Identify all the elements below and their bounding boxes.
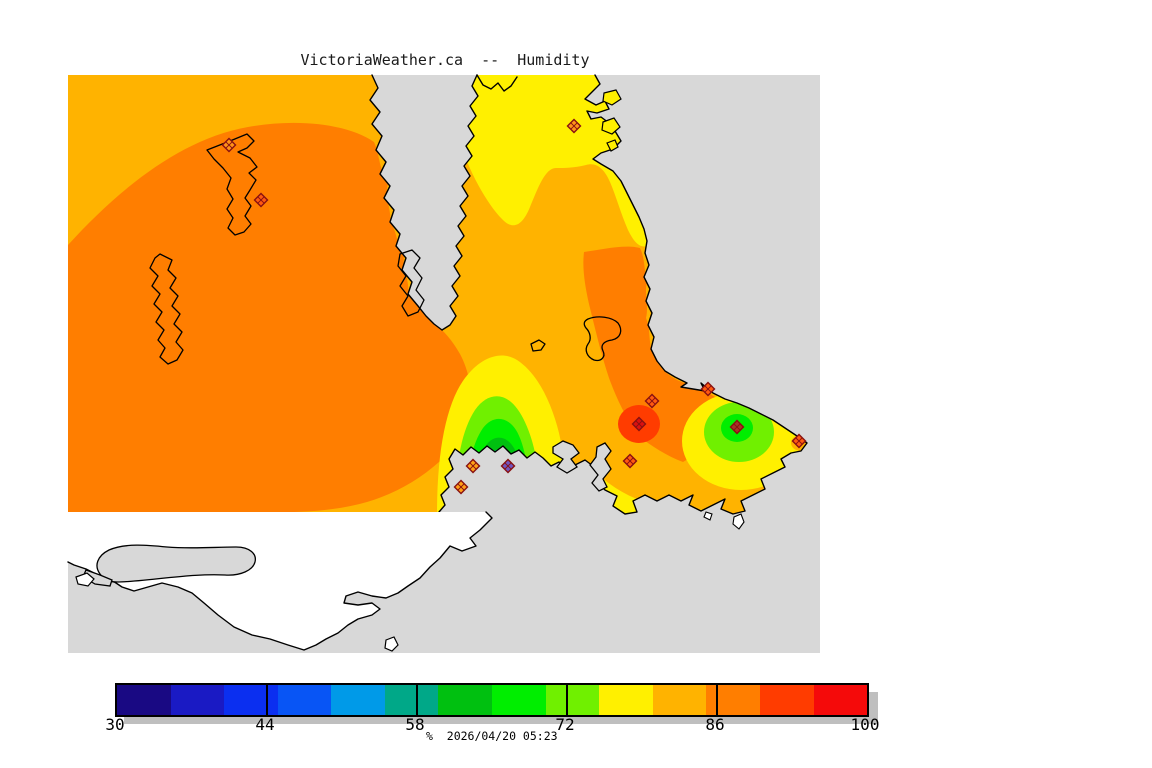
colorbar-segment-95-100 xyxy=(813,685,868,715)
islet-sidney-1 xyxy=(602,89,622,106)
colorbar-segment-75-80 xyxy=(599,685,653,715)
colorbar-tick-label-58: 58 xyxy=(405,715,425,734)
colorbar-tick-labels: 30 44 58 72 86 100 xyxy=(0,715,1152,734)
colorbar-segment-80-85 xyxy=(652,685,707,715)
coastline-deep-cove-notch xyxy=(476,74,518,92)
colorbar-segment-70-75 xyxy=(545,685,600,715)
victoria-harbour xyxy=(589,442,612,492)
station-marker-5 xyxy=(700,381,716,397)
station-marker-6 xyxy=(631,416,647,432)
small-lake-outline xyxy=(530,339,546,352)
islet-sidney-3 xyxy=(606,139,619,152)
white-land-sooke-strip xyxy=(68,512,492,650)
station-marker-4 xyxy=(644,393,660,409)
coastline-east-and-south xyxy=(438,74,808,515)
colorbar-tick-label-100: 100 xyxy=(850,715,880,734)
colorbar-tick-line-72 xyxy=(566,685,568,715)
field-85-90-central xyxy=(583,246,725,462)
field-75-80-southcoast xyxy=(588,464,710,514)
station-markers xyxy=(221,118,807,495)
field-85-90-west xyxy=(68,122,471,513)
mill-bay-outline xyxy=(397,249,425,317)
station-marker-8 xyxy=(791,433,807,449)
colorbar-tick-label-30: 30 xyxy=(105,715,125,734)
colorbar xyxy=(115,683,869,717)
colorbar-segment-40-45 xyxy=(224,685,278,715)
colorbar-tick-label-44: 44 xyxy=(255,715,275,734)
station-marker-1 xyxy=(221,137,237,153)
coastline-saanich-inlet xyxy=(369,74,479,331)
station-marker-7 xyxy=(729,419,745,435)
colorbar-segment-65-70 xyxy=(492,685,546,715)
unit-and-timestamp: % 2026/04/20 05:23 xyxy=(426,729,558,743)
station-marker-3 xyxy=(566,118,582,134)
station-marker-11 xyxy=(465,458,481,474)
colorbar-segment-45-50 xyxy=(277,685,332,715)
colorbar-segment-90-95 xyxy=(759,685,814,715)
islet-race-rocks xyxy=(75,572,95,587)
station-marker-12 xyxy=(453,479,469,495)
colorbar-segment-60-65 xyxy=(438,685,493,715)
sooke-basin xyxy=(96,544,256,583)
islet-trial-1 xyxy=(703,511,713,521)
elk-lake-outline xyxy=(583,316,622,362)
lake-outline-north xyxy=(206,133,258,236)
colorbar-segment-55-60 xyxy=(384,685,439,715)
colorbar-tick-label-86: 86 xyxy=(705,715,725,734)
islet-sidney-2 xyxy=(601,117,621,135)
colorbar-tick-line-44 xyxy=(266,685,268,715)
colorbar-segment-35-40 xyxy=(170,685,225,715)
coastline-south-shore xyxy=(67,511,493,651)
plot-title: VictoriaWeather.ca -- Humidity xyxy=(300,51,590,69)
station-marker-2 xyxy=(253,192,269,208)
lake-outline-west xyxy=(149,253,184,365)
colorbar-tick-line-86 xyxy=(716,685,718,715)
colorbar-segment-85-90 xyxy=(706,685,760,715)
islet-trial-2 xyxy=(732,513,745,530)
esquimalt-harbour xyxy=(552,440,580,474)
colorbar-segment-50-55 xyxy=(331,685,385,715)
colorbar-tick-line-58 xyxy=(416,685,418,715)
station-marker-9 xyxy=(622,453,638,469)
station-marker-10 xyxy=(500,458,516,474)
islet-south xyxy=(384,636,399,652)
colorbar-tick-label-72: 72 xyxy=(555,715,575,734)
colorbar-segment-30-35 xyxy=(117,685,171,715)
